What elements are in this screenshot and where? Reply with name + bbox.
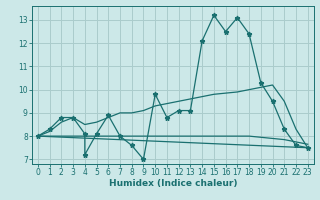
X-axis label: Humidex (Indice chaleur): Humidex (Indice chaleur) bbox=[108, 179, 237, 188]
